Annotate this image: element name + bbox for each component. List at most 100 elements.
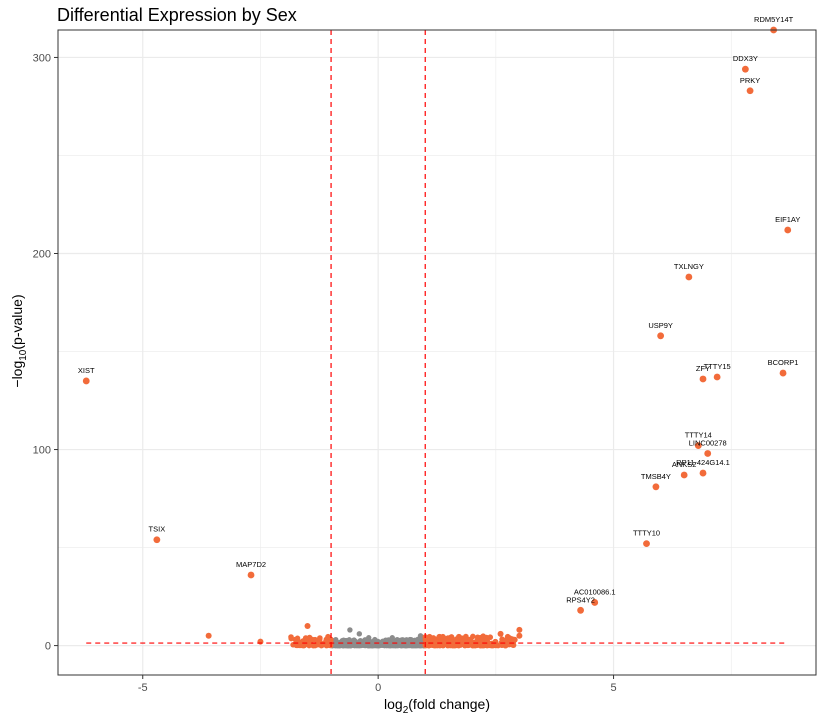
- nonsig-point: [372, 636, 378, 643]
- sig-point: [205, 632, 212, 639]
- point-label: TMSB4Y: [641, 472, 671, 481]
- plot-panel-border: [57, 29, 817, 676]
- point-label: BCORP1: [768, 358, 799, 367]
- y-axis-ticks: 0 100 200 300: [33, 52, 58, 653]
- labeled-point: [741, 65, 749, 73]
- sig-point: [479, 636, 485, 643]
- non-significant-points: [329, 627, 427, 649]
- grid-lines: [58, 30, 816, 675]
- point-label: TTTY14: [685, 431, 712, 440]
- nonsig-point: [351, 642, 358, 649]
- nonsig-point: [370, 642, 376, 649]
- nonsig-point: [343, 642, 349, 648]
- labeled-point: [591, 599, 599, 606]
- x-axis-ticks: -5 0 5: [138, 675, 617, 694]
- sig-point: [467, 636, 474, 643]
- x-tick-label: 0: [375, 682, 381, 694]
- sig-point: [447, 636, 454, 643]
- labeled-point: [82, 377, 90, 385]
- sig-point: [497, 630, 504, 637]
- y-tick-label: 100: [33, 445, 51, 457]
- sig-point: [516, 632, 523, 639]
- sig-point: [453, 636, 460, 643]
- point-label: TTTY10: [633, 529, 660, 538]
- point-label: ZFY: [696, 364, 710, 373]
- point-label: LINC00278: [689, 438, 727, 447]
- nonsig-point: [363, 642, 369, 649]
- sig-point: [483, 634, 490, 641]
- labeled-point: [643, 540, 650, 548]
- sig-point: [516, 626, 523, 633]
- sig-point: [442, 640, 449, 646]
- y-axis-title: −log10(p-value): [9, 294, 29, 387]
- labeled-point: [704, 450, 712, 457]
- nonsig-point: [351, 637, 357, 643]
- labeled-point: [153, 536, 161, 544]
- sig-point: [302, 635, 309, 641]
- labeled-point: [699, 375, 707, 383]
- labeled-point: [694, 442, 702, 450]
- point-label: MAP7D2: [236, 560, 266, 569]
- sig-point: [288, 634, 294, 640]
- sig-point: [295, 638, 302, 645]
- labeled-point: [779, 369, 787, 377]
- nonsig-point: [341, 638, 347, 644]
- point-label: RDM5Y14T: [754, 15, 794, 24]
- nonsig-point: [347, 627, 353, 633]
- point-label: PRKY: [740, 76, 760, 85]
- nonsig-point: [347, 642, 354, 649]
- chart-title: Differential Expression by Sex: [57, 5, 297, 25]
- point-label: ANKS2: [672, 460, 697, 469]
- labeled-point: [699, 469, 707, 477]
- sig-point: [471, 642, 478, 649]
- point-label: TSIX: [149, 525, 166, 534]
- nonsig-point: [408, 637, 414, 643]
- sig-point: [309, 636, 316, 643]
- x-axis-title: log2(fold change): [384, 696, 490, 716]
- nonsig-point: [376, 641, 383, 647]
- labeled-point: [577, 606, 584, 614]
- significant-points: [82, 26, 792, 649]
- nonsig-point: [417, 633, 424, 639]
- point-label: TTTY15: [704, 362, 731, 371]
- nonsig-point: [389, 635, 395, 641]
- nonsig-point: [382, 641, 388, 647]
- nonsig-point: [356, 631, 363, 637]
- labeled-point: [680, 471, 688, 479]
- nonsig-point: [386, 641, 393, 647]
- point-label: EIF1AY: [775, 215, 800, 224]
- sig-point: [428, 638, 435, 644]
- sig-point: [511, 636, 518, 643]
- point-label: AC010086.1: [574, 587, 616, 596]
- sig-point: [429, 642, 436, 648]
- labeled-point: [713, 373, 721, 381]
- nonsig-point: [346, 637, 352, 643]
- nonsig-point: [402, 641, 408, 647]
- sig-point: [304, 622, 311, 629]
- y-tick-label: 0: [45, 641, 51, 653]
- nonsig-point: [333, 637, 339, 643]
- sig-point: [257, 638, 264, 645]
- point-label: XIST: [78, 366, 95, 375]
- y-tick-label: 200: [33, 248, 51, 260]
- nonsig-point: [415, 640, 422, 647]
- sig-point: [486, 641, 493, 648]
- sig-point: [440, 633, 446, 640]
- labeled-point: [247, 571, 255, 579]
- labeled-point: [784, 226, 792, 234]
- x-tick-label: 5: [610, 682, 616, 694]
- sig-point: [480, 642, 486, 649]
- point-label: RPS4Y2: [566, 595, 595, 604]
- y-tick-label: 300: [33, 52, 51, 64]
- sig-point: [438, 638, 445, 644]
- point-label: TXLNGY: [674, 262, 704, 271]
- sig-point: [474, 638, 480, 644]
- labeled-point: [657, 332, 665, 340]
- labeled-point: [746, 87, 754, 95]
- point-label: RP11-424G14.1: [676, 458, 730, 467]
- plot-panel-background: [58, 30, 816, 675]
- nonsig-point: [366, 635, 372, 641]
- point-label: USP9Y: [648, 321, 673, 330]
